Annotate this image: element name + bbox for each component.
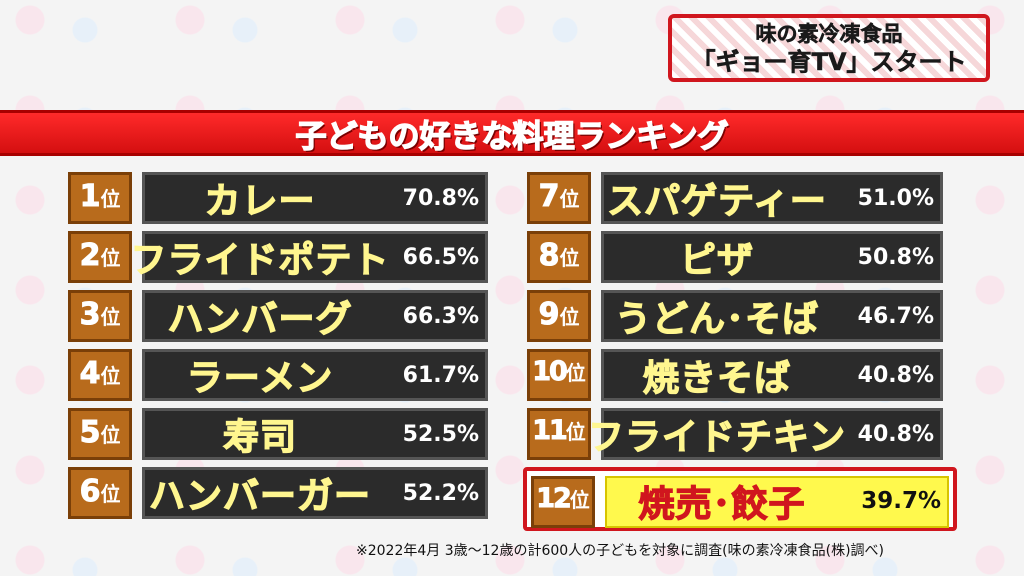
ranking-row: 1 位 カレー 70.8%	[68, 172, 572, 224]
ranking-row: 10 位 焼きそば 40.8%	[527, 349, 1024, 401]
dish-name: カレー	[204, 180, 316, 222]
dish-name: フライドポテト	[130, 239, 390, 281]
dish-cell: うどん･そば 46.7%	[601, 290, 943, 342]
dish-cell: ピザ 50.8%	[601, 231, 943, 283]
program-caption: 味の素冷凍食品 「ギョー育TV」スタート	[668, 14, 990, 82]
rank-suffix: 位	[100, 305, 121, 329]
rank-number: 10	[532, 356, 569, 388]
dish-cell: フライドポテト 66.5%	[130, 231, 488, 283]
ranking-row: 5 位 寿司 52.5%	[68, 408, 572, 460]
dish-cell: ラーメン 61.7%	[142, 349, 488, 401]
dish-percentage: 70.8%	[402, 185, 479, 211]
rank-badge: 12 位	[531, 476, 595, 528]
dish-name: ラーメン	[186, 357, 334, 399]
chart-title: 子どもの好きな料理ランキング	[295, 118, 730, 156]
dish-cell: ハンバーガー 52.2%	[142, 467, 488, 519]
dish-name: うどん･そば	[614, 298, 819, 340]
rank-number: 9	[538, 297, 560, 333]
ranking-row: 8 位 ピザ 50.8%	[527, 231, 1024, 283]
rank-suffix: 位	[565, 361, 586, 385]
dish-cell: フライドチキン 40.8%	[587, 408, 943, 460]
ranking-row: 7 位スパゲティー 51.0%	[527, 172, 1024, 224]
dish-name: ハンバーガー	[148, 475, 371, 517]
dish-percentage: 40.8%	[857, 362, 934, 388]
dish-percentage: 50.8%	[857, 244, 934, 270]
dish-percentage: 52.2%	[402, 480, 479, 506]
ranking-row: 6 位ハンバーガー 52.2%	[68, 467, 572, 519]
dish-percentage: 52.5%	[402, 421, 479, 447]
ranking-row-highlight: 12 位 焼売･餃子 39.7%	[523, 467, 957, 531]
dish-name: ハンバーグ	[167, 298, 353, 340]
dish-cell: 焼きそば 40.8%	[601, 349, 943, 401]
rank-suffix: 位	[100, 423, 121, 447]
dish-cell: 焼売･餃子 39.7%	[605, 476, 949, 528]
rank-suffix: 位	[100, 246, 121, 270]
dish-percentage: 39.7%	[861, 488, 941, 514]
rank-number: 2	[79, 238, 101, 274]
dish-cell: ハンバーグ 66.3%	[142, 290, 488, 342]
dish-percentage: 51.0%	[857, 185, 934, 211]
ranking-row: 11 位フライドチキン 40.8%	[527, 408, 1024, 460]
rank-suffix: 位	[559, 187, 580, 211]
footnote: ※2022年4月 3歳～12歳の計600人の子どもを対象に調査(味の素冷凍食品(…	[356, 543, 885, 559]
rank-number: 7	[538, 179, 560, 215]
rank-number: 12	[536, 483, 573, 515]
dish-name: 寿司	[222, 416, 297, 458]
rank-badge: 11 位	[527, 408, 591, 460]
rank-number: 6	[79, 474, 101, 510]
rank-number: 1	[79, 179, 101, 215]
ranking-row: 4 位 ラーメン 61.7%	[68, 349, 572, 401]
dish-percentage: 46.7%	[857, 303, 934, 329]
dish-name: スパゲティー	[606, 180, 827, 222]
dish-percentage: 61.7%	[402, 362, 479, 388]
rank-number: 11	[532, 415, 569, 447]
dish-percentage: 66.5%	[402, 244, 479, 270]
dish-name: 焼きそば	[642, 357, 791, 399]
dish-percentage: 40.8%	[857, 421, 934, 447]
rank-suffix: 位	[100, 187, 121, 211]
ranking-row: 2 位フライドポテト 66.5%	[68, 231, 572, 283]
ranking-row: 9 位うどん･そば 46.7%	[527, 290, 1024, 342]
caption-line-1: 味の素冷凍食品	[755, 22, 903, 47]
rank-suffix: 位	[565, 420, 586, 444]
rank-suffix: 位	[100, 482, 121, 506]
rank-badge: 10 位	[527, 349, 591, 401]
caption-line-2: 「ギョー育TV」スタート	[691, 48, 967, 77]
dish-name: ピザ	[679, 239, 754, 281]
rank-suffix: 位	[100, 364, 121, 388]
dish-name: 焼売･餃子	[638, 483, 806, 525]
rank-suffix: 位	[569, 488, 590, 512]
rank-suffix: 位	[559, 246, 580, 270]
dish-percentage: 66.3%	[402, 303, 479, 329]
ranking-row: 3 位ハンバーグ 66.3%	[68, 290, 572, 342]
rank-number: 8	[538, 238, 560, 274]
dish-cell: カレー 70.8%	[142, 172, 488, 224]
rank-number: 5	[79, 415, 101, 451]
dish-cell: スパゲティー 51.0%	[601, 172, 943, 224]
rank-number: 3	[79, 297, 101, 333]
rank-number: 4	[79, 356, 101, 392]
rank-suffix: 位	[559, 305, 580, 329]
dish-name: フライドチキン	[587, 416, 846, 458]
dish-cell: 寿司 52.5%	[142, 408, 488, 460]
title-banner: 子どもの好きな料理ランキング	[0, 110, 1024, 156]
